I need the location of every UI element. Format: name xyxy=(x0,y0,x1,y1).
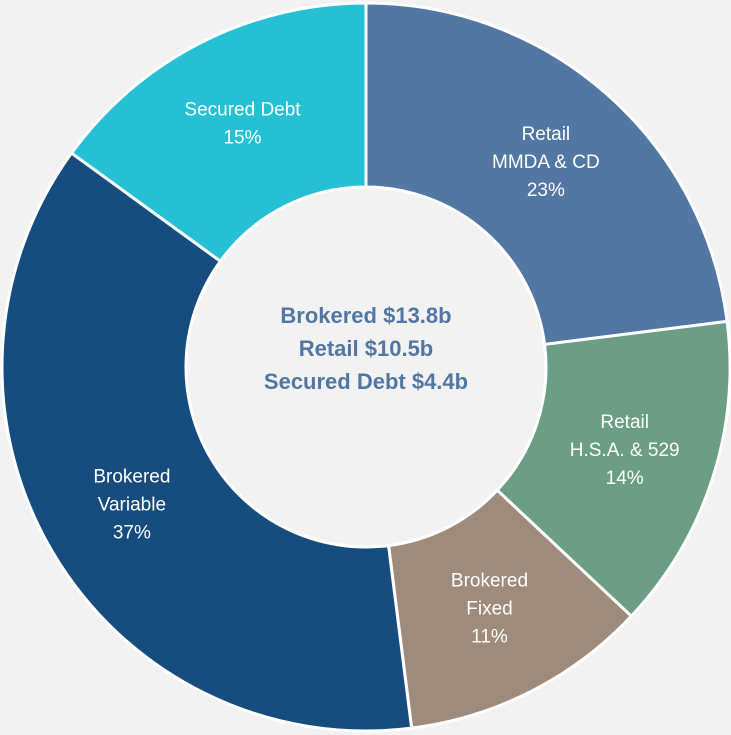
slice-value-label: 11% xyxy=(471,626,508,647)
center-text: Retail $10.5b xyxy=(299,336,434,361)
slice-label: Retail xyxy=(522,124,571,145)
slice-value-label: 23% xyxy=(527,180,565,201)
slice-label: Variable xyxy=(98,494,166,515)
center-text: Secured Debt $4.4b xyxy=(264,369,468,394)
slice-label: Retail xyxy=(600,412,649,433)
center-text: Brokered $13.8b xyxy=(280,303,451,328)
slice-value-label: 14% xyxy=(606,468,644,489)
slice-value-label: 15% xyxy=(223,128,261,149)
slice-value-label: 37% xyxy=(113,522,151,543)
donut-slice xyxy=(69,1,368,264)
donut-slice xyxy=(495,319,731,619)
slice-label: H.S.A. & 529 xyxy=(570,440,680,461)
slice-label: MMDA & CD xyxy=(492,152,600,173)
slice-label: Brokered xyxy=(93,466,170,487)
slice-label: Fixed xyxy=(466,598,512,619)
donut-slice xyxy=(364,1,729,347)
donut-slice xyxy=(0,150,414,733)
slice-label: Brokered xyxy=(451,570,528,591)
slice-label: Secured Debt xyxy=(184,100,301,121)
